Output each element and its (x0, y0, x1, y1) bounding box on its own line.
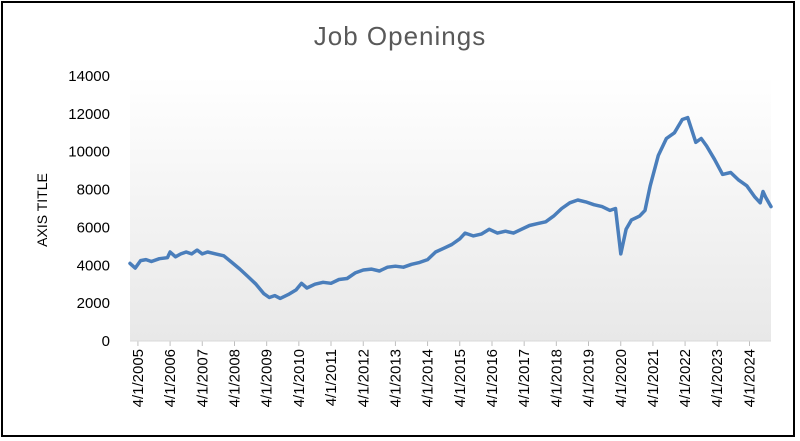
x-tick-label: 4/1/2006 (162, 349, 179, 407)
x-tick-label: 4/1/2023 (709, 349, 726, 407)
x-tick-label: 4/1/2010 (291, 349, 308, 407)
y-axis-title: AXIS TITLE (34, 173, 50, 247)
x-tick-label: 4/1/2017 (516, 349, 533, 407)
y-tick-label: 12000 (68, 106, 110, 123)
x-tick-label: 4/1/2022 (677, 349, 694, 407)
x-tick-label: 4/1/2005 (130, 349, 147, 407)
x-tick-label: 4/1/2008 (227, 349, 244, 407)
y-tick-label: 6000 (77, 219, 110, 236)
x-tick-label: 4/1/2019 (580, 349, 597, 407)
x-tick-label: 4/1/2009 (259, 349, 276, 407)
x-tick-label: 4/1/2011 (323, 349, 340, 406)
x-tick-label: 4/1/2016 (484, 349, 501, 407)
x-tick-label: 4/1/2020 (613, 349, 630, 407)
x-tick-label: 4/1/2013 (387, 349, 404, 407)
y-tick-label: 4000 (77, 257, 110, 274)
chart-title: Job Openings (314, 21, 486, 51)
job-openings-series-line (128, 115, 773, 301)
x-tick-label: 4/1/2007 (194, 349, 211, 407)
x-tick-label: 4/1/2024 (741, 349, 758, 407)
y-tick-label: 0 (102, 333, 110, 350)
plot-area (130, 76, 771, 341)
y-tick-label: 8000 (77, 182, 110, 199)
x-tick-label: 4/1/2014 (420, 349, 437, 407)
y-tick-label: 2000 (77, 295, 110, 312)
x-axis-ticks: 4/1/2005 4/1/2006 4/1/2007 4/1/2008 4/1/2009… (130, 341, 758, 407)
x-tick-label: 4/1/2015 (452, 349, 469, 407)
y-axis-ticks: 0 2000 4000 6000 8000 10000 12000 14000 (68, 68, 110, 350)
x-tick-label: 4/1/2018 (548, 349, 565, 407)
y-tick-label: 14000 (68, 68, 110, 85)
x-tick-label: 4/1/2021 (645, 349, 662, 407)
x-tick-label: 4/1/2012 (355, 349, 372, 407)
y-tick-label: 10000 (68, 144, 110, 161)
